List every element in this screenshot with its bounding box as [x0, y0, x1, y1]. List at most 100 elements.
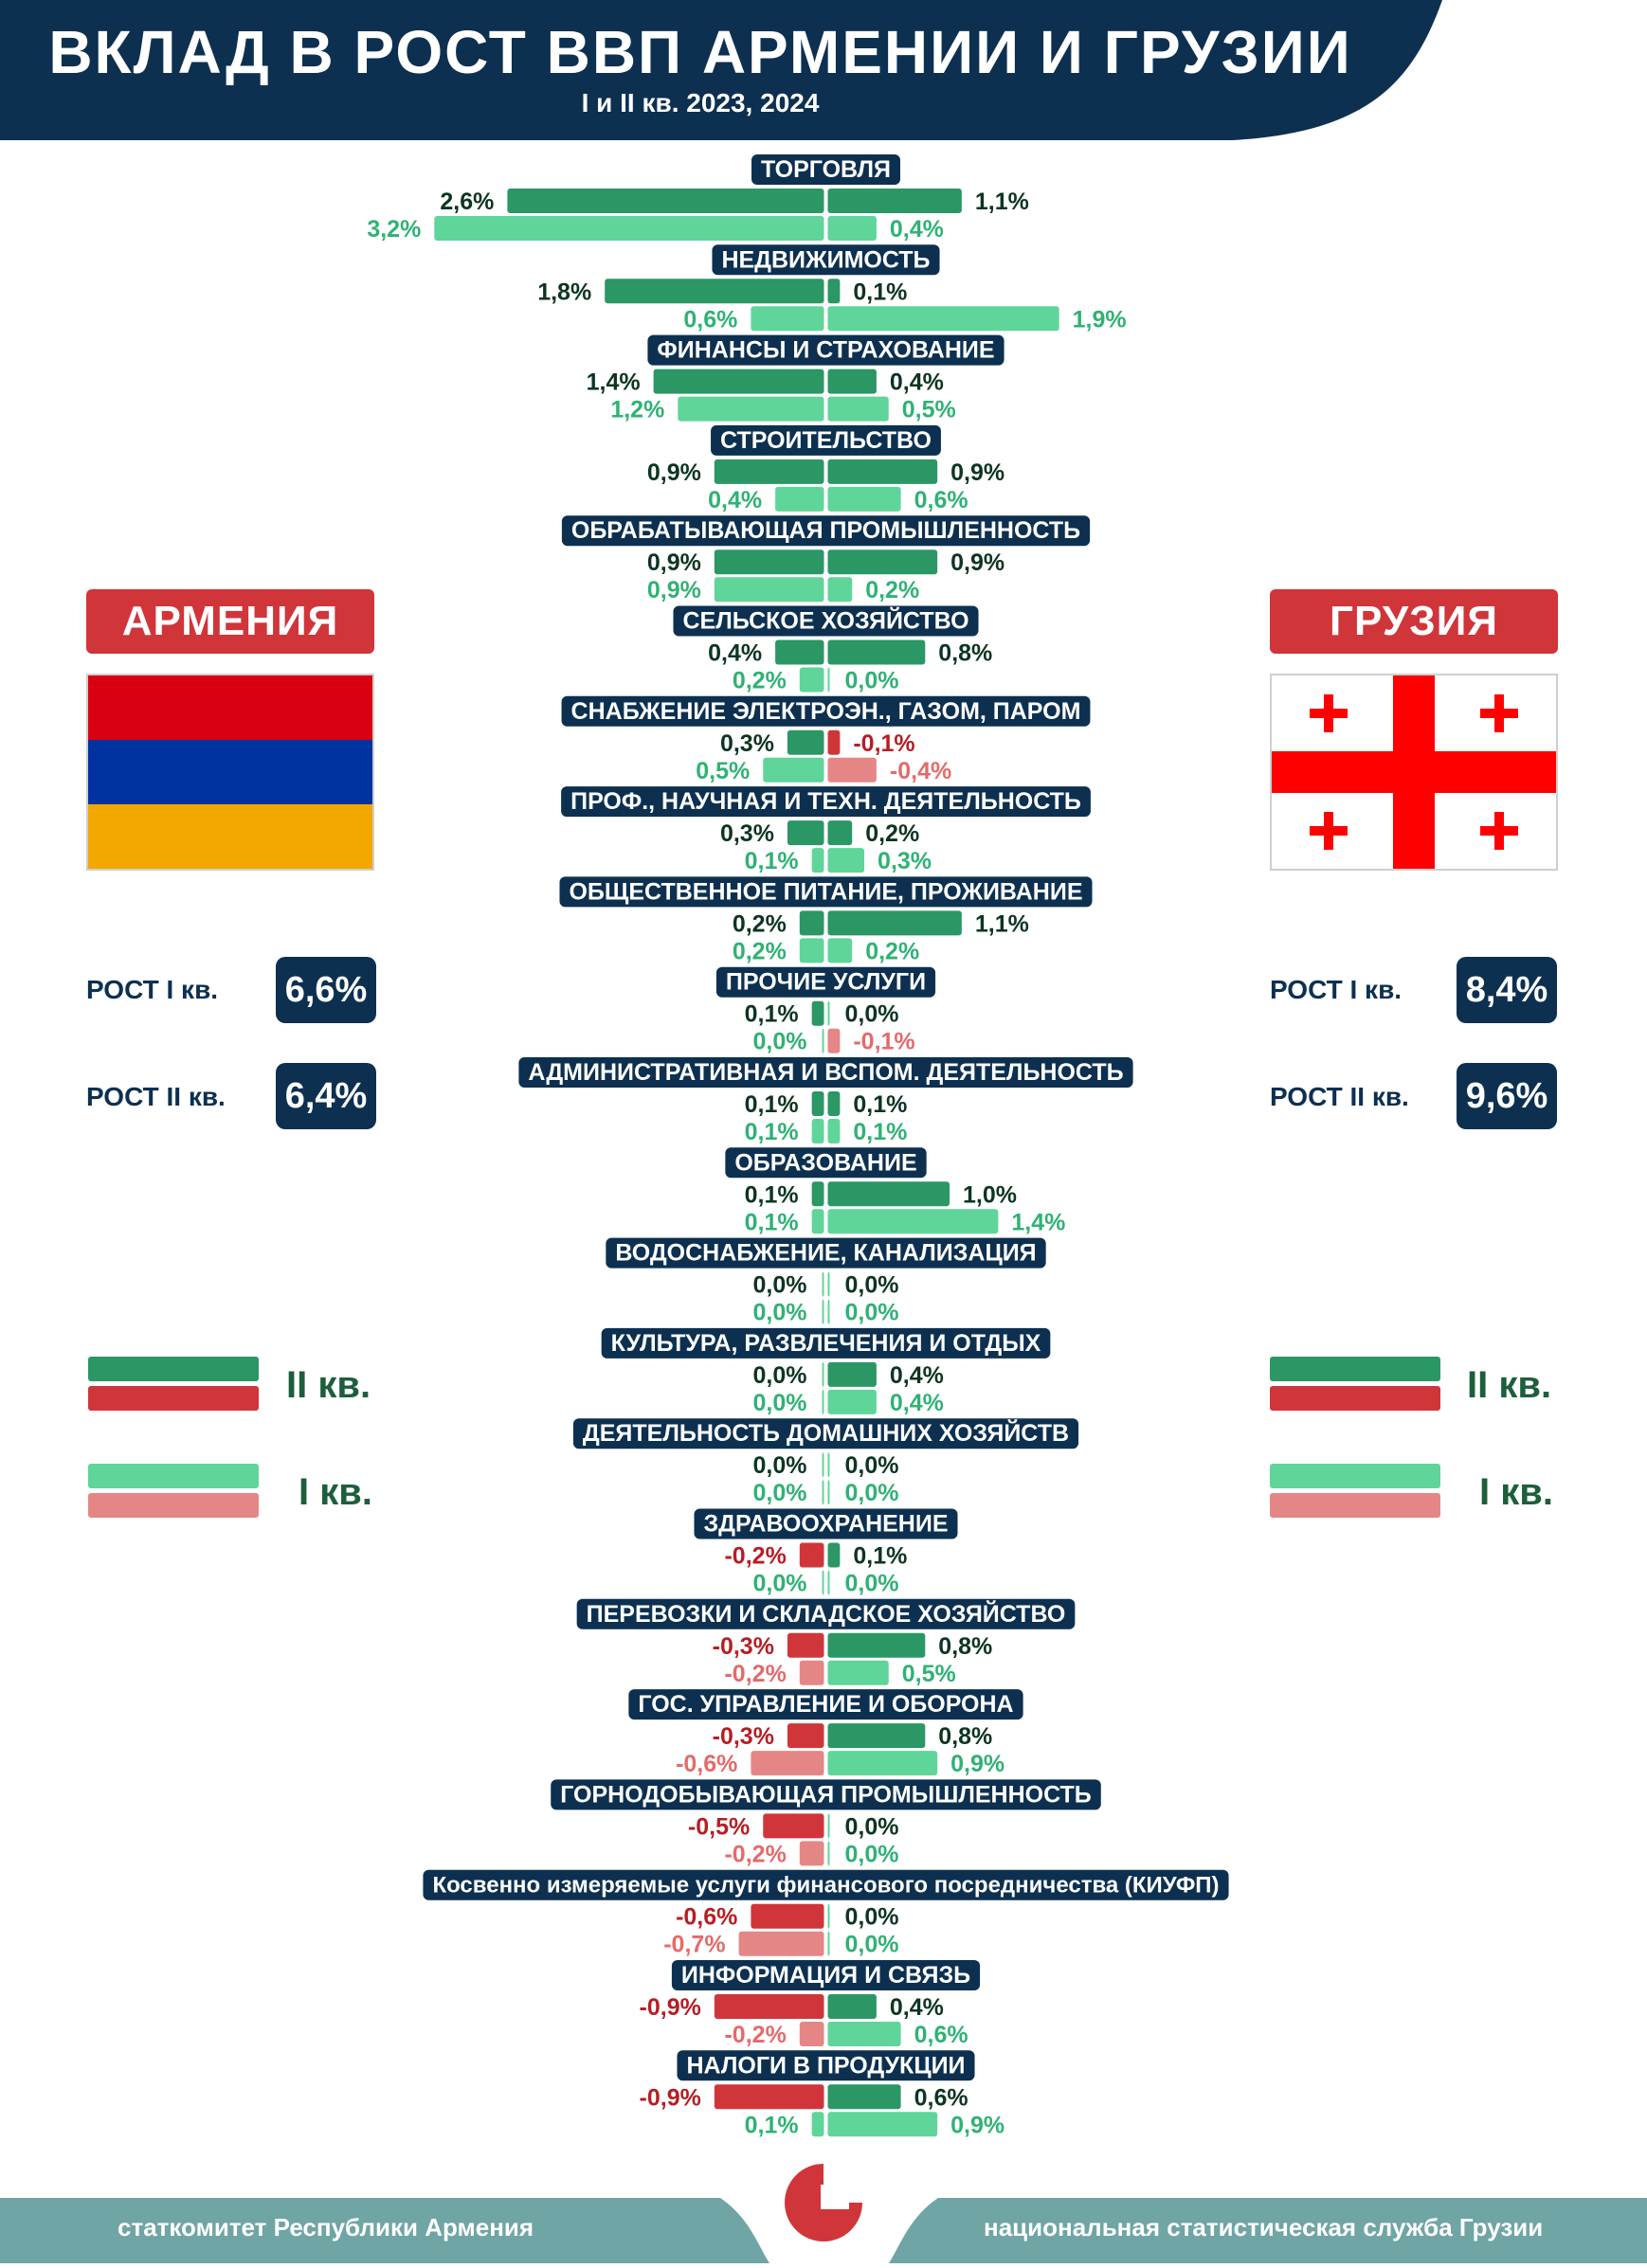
georgia-q1-bar — [827, 577, 853, 603]
armenia-flag-stripe-blue — [88, 739, 372, 804]
armenia-q1-bar — [763, 757, 824, 783]
armenia-q2-bar — [787, 1723, 824, 1749]
legend-armenia-q2-positive — [88, 1357, 259, 1381]
legend-georgia-q1-positive — [1270, 1464, 1440, 1488]
armenia-q1-data-label: -0,6% — [676, 1751, 737, 1777]
georgia-q2-data-label: 0,0% — [845, 1272, 899, 1299]
legend-georgia-q2-label: II кв. — [1467, 1364, 1552, 1406]
georgia-q1-bar — [827, 2112, 938, 2137]
georgia-q2-data-label: 1,0% — [963, 1181, 1017, 1208]
category-pill — [572, 1418, 1079, 1449]
legend-armenia-q2-label: II кв. — [286, 1364, 371, 1406]
georgia-growth-q1-value: 8,4% — [1457, 957, 1557, 1023]
armenia-q1-bar — [799, 2022, 824, 2046]
legend-armenia-q2-negative — [88, 1386, 259, 1411]
armenia-q2-bar — [799, 910, 824, 936]
georgia-q1-data-label: 0,9% — [950, 1751, 1004, 1777]
armenia-q2-data-label: 0,0% — [753, 1452, 807, 1479]
page-title: ВКЛАД В РОСТ ВВП АРМЕНИИ И ГРУЗИИ — [48, 18, 1352, 86]
category-pill — [715, 966, 936, 998]
georgia-q1-bar — [827, 1931, 830, 1956]
georgia-q1-data-label: 0,0% — [845, 668, 899, 694]
category-pill — [518, 1057, 1133, 1088]
armenia-q2-bar — [787, 1632, 824, 1658]
armenia-q2-data-label: -0,3% — [713, 1723, 774, 1750]
category-label: ОБРАБАТЫВАЮЩАЯ ПРОМЫШЛЕННОСТЬ — [571, 517, 1080, 544]
georgia-q1-bar — [827, 1028, 841, 1053]
georgia-flag — [1270, 674, 1558, 871]
georgia-q1-bar — [827, 1841, 830, 1866]
georgia-q2-bar — [827, 1452, 830, 1478]
category-pill — [423, 1869, 1229, 1900]
armenia-q1-data-label: 0,1% — [745, 1119, 799, 1145]
georgia-q2-bar — [827, 1723, 926, 1749]
header-banner: ВКЛАД В РОСТ ВВП АРМЕНИИ И ГРУЗИИ I и II… — [0, 0, 1647, 142]
armenia-flag-stripe-red — [88, 675, 372, 740]
category-label: ПРОЧИЕ УСЛУГИ — [726, 969, 926, 996]
georgia-q2-data-label: 0,4% — [890, 1362, 944, 1389]
category-label: ОБРАЗОВАНИЕ — [734, 1149, 916, 1176]
georgia-q1-data-label: 0,3% — [878, 848, 932, 874]
category-label: СНАБЖЕНИЕ ЭЛЕКТРОЭН., ГАЗОМ, ПАРОМ — [571, 698, 1081, 725]
georgia-q1-bar — [827, 1751, 938, 1776]
georgia-q2-data-label: 0,9% — [950, 549, 1004, 576]
armenia-q2-bar — [605, 279, 824, 304]
armenia-q2-bar — [714, 459, 824, 484]
georgia-q1-data-label: 0,0% — [845, 1932, 899, 1958]
armenia-growth-q1-value: 6,6% — [276, 957, 376, 1023]
georgia-q1-data-label: 0,9% — [950, 2112, 1004, 2138]
category-pill — [576, 1598, 1076, 1629]
georgia-q1-data-label: 0,2% — [865, 577, 919, 603]
georgia-q1-data-label: 0,2% — [865, 938, 919, 964]
armenia-q2-data-label: 0,9% — [647, 459, 701, 486]
georgia-q2-data-label: 0,1% — [853, 1543, 907, 1570]
category-pill — [561, 515, 1091, 547]
armenia-q1-bar — [811, 1119, 824, 1143]
armenia-q2-bar — [775, 639, 824, 665]
armenia-q2-data-label: 0,1% — [745, 1001, 799, 1028]
armenia-growth-q1-label: РОСТ I кв. — [86, 975, 219, 1004]
georgia-q1-data-label: -0,1% — [853, 1029, 914, 1055]
armenia-q2-data-label: -0,5% — [688, 1813, 750, 1840]
category-label: ИНФОРМАЦИЯ И СВЯЗЬ — [681, 1962, 970, 1989]
georgia-q1-bar — [827, 1299, 830, 1324]
georgia-q1-bar — [827, 667, 830, 693]
georgia-q2-data-label: 0,4% — [890, 1994, 944, 2021]
armenia-q1-bar — [678, 396, 824, 422]
armenia-growth-q2-value: 6,4% — [276, 1063, 376, 1129]
armenia-q1-bar — [811, 1209, 824, 1234]
armenia-q2-data-label: 0,0% — [753, 1272, 807, 1299]
armenia-q2-data-label: -0,6% — [676, 1904, 737, 1931]
armenia-q1-bar — [714, 577, 824, 603]
georgia-q2-data-label: 0,9% — [950, 459, 1004, 486]
category-label: НЕДВИЖИМОСТЬ — [721, 246, 930, 273]
georgia-q2-bar — [827, 1361, 877, 1387]
georgia-flag-graphic — [1272, 675, 1556, 869]
georgia-q1-bar — [827, 1119, 841, 1143]
armenia-q1-data-label: 0,0% — [753, 1480, 807, 1506]
georgia-q1-data-label: 0,0% — [845, 1571, 899, 1597]
armenia-q2-data-label: 1,8% — [537, 279, 591, 305]
category-pill — [711, 424, 941, 456]
armenia-flag — [86, 674, 374, 871]
georgia-q2-data-label: 0,1% — [853, 279, 907, 305]
armenia-q2-data-label: -0,9% — [640, 1994, 701, 2021]
armenia-q2-bar — [714, 2084, 824, 2110]
category-pill — [647, 334, 1004, 366]
footer-source-armenia: статкомитет Республики Армения — [118, 2213, 534, 2241]
header-background — [0, 0, 1442, 140]
category-pill — [673, 605, 979, 637]
armenia-q1-data-label: 0,0% — [753, 1300, 807, 1326]
georgia-q2-bar — [827, 1994, 877, 2019]
armenia-q2-bar — [653, 369, 824, 394]
georgia-q2-data-label: 0,6% — [914, 2084, 968, 2111]
category-label: ГОС. УПРАВЛЕНИЕ И ОБОРОНА — [638, 1691, 1013, 1718]
georgia-q2-data-label: 0,0% — [845, 1452, 899, 1479]
armenia-q1-data-label: -0,2% — [724, 1661, 786, 1687]
legend-georgia-q2-negative — [1270, 1386, 1440, 1411]
armenia-q2-bar — [822, 1361, 824, 1387]
georgia-q2-bar — [827, 1271, 830, 1297]
category-label: НАЛОГИ В ПРОДУКЦИИ — [686, 2052, 965, 2079]
armenia-flag-stripe-orange — [88, 803, 372, 869]
armenia-q2-data-label: -0,3% — [713, 1633, 774, 1660]
